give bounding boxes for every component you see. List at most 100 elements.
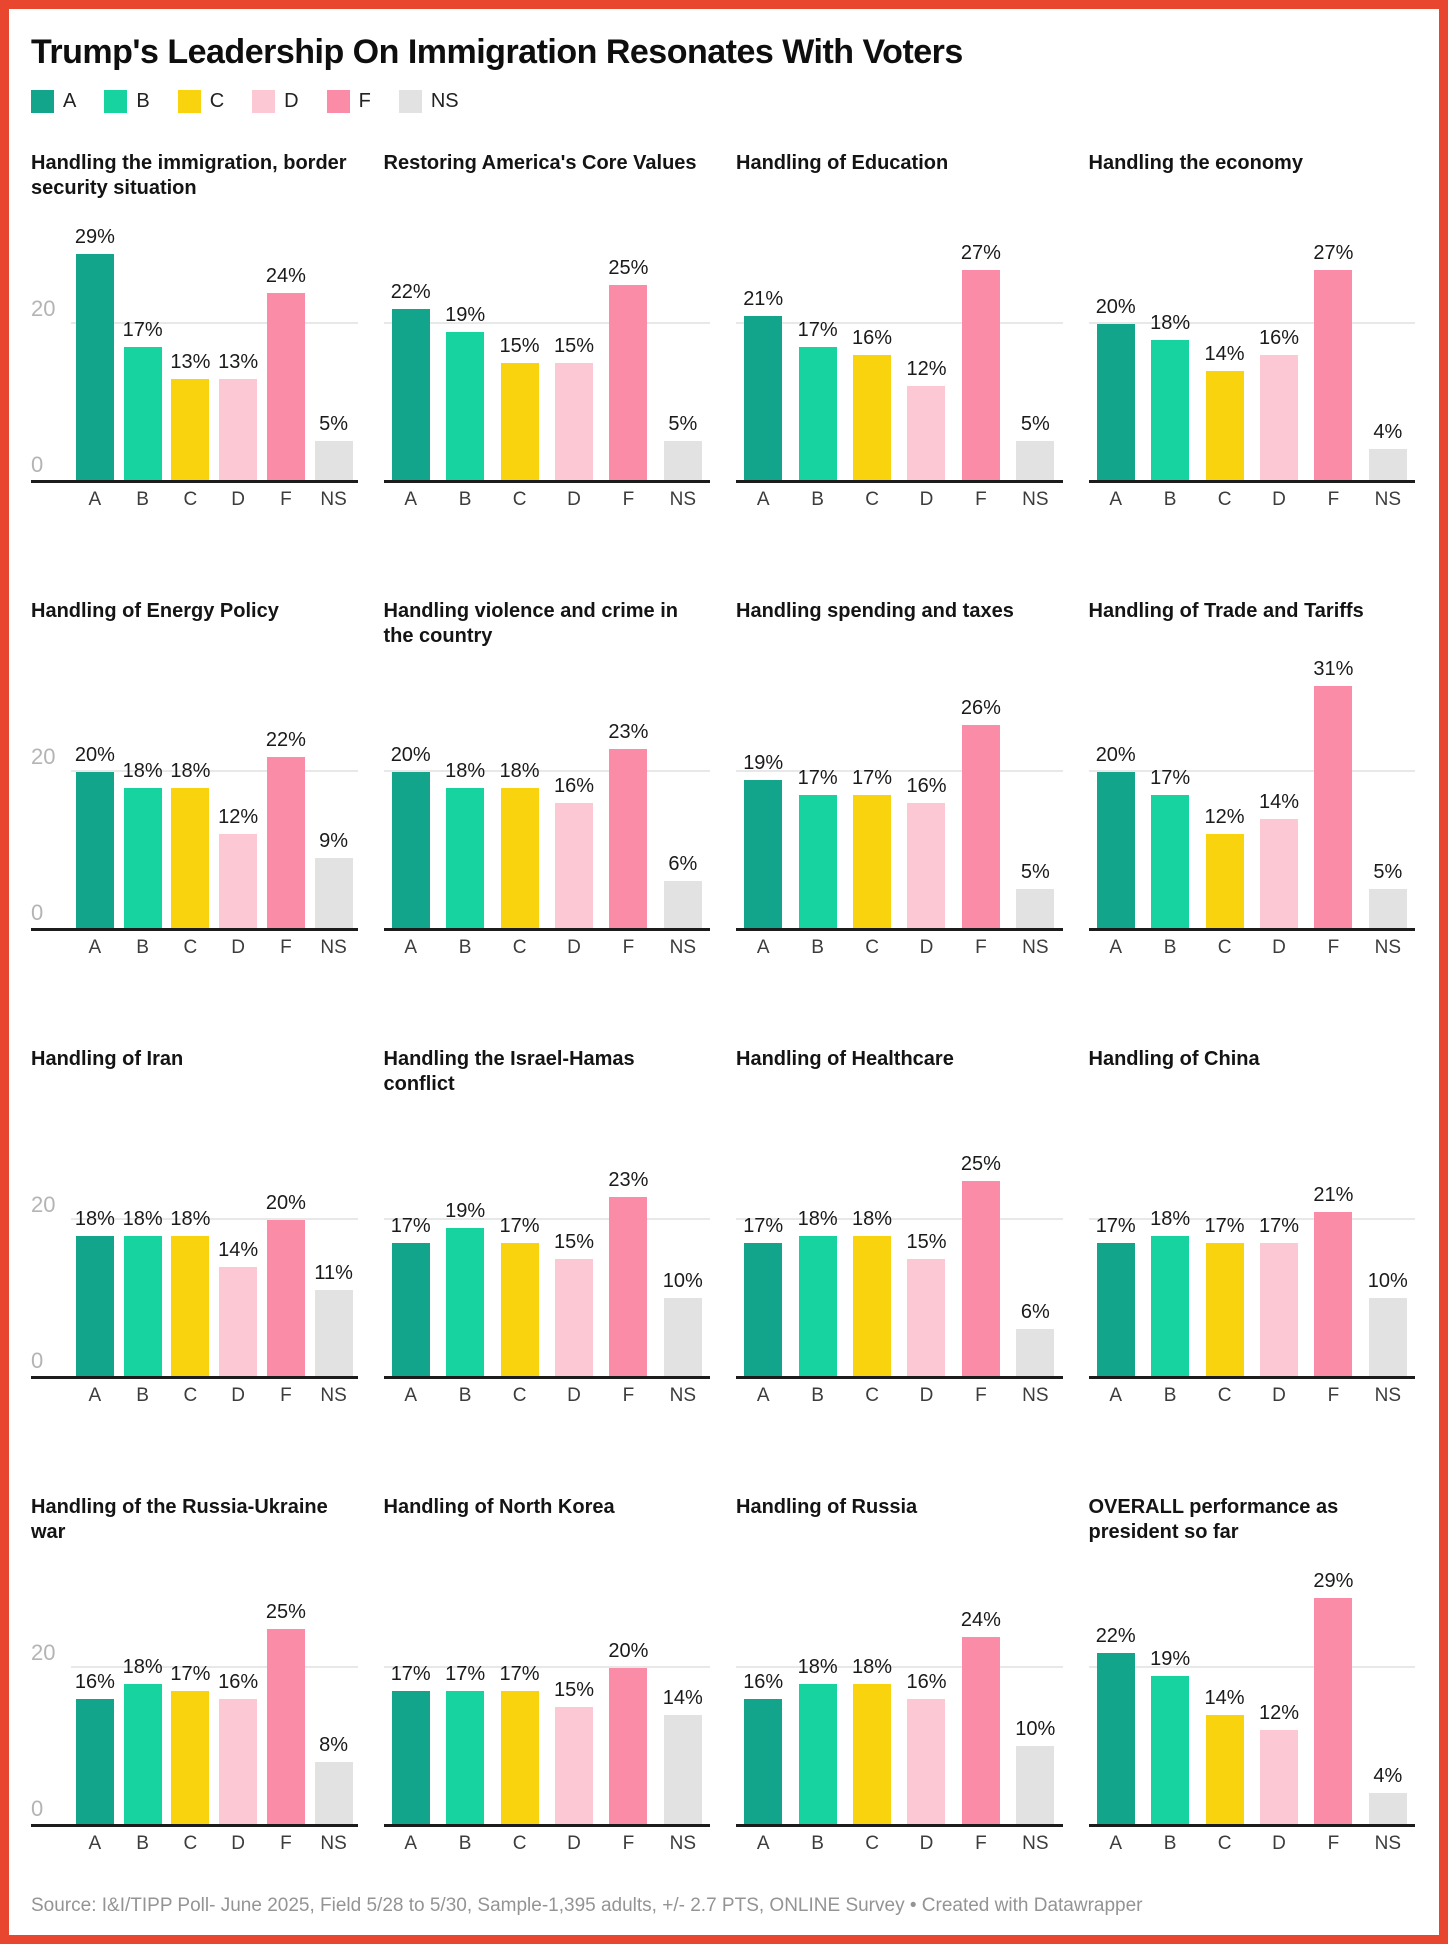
bar-d xyxy=(907,386,946,480)
chart-panel: Handling violence and crime in the count… xyxy=(383,599,710,959)
bar-column: 22% xyxy=(262,729,310,928)
panel-plot: 17% 19% 17% 15% 23% 10% xyxy=(383,1111,710,1379)
bar-value-label: 20% xyxy=(390,744,431,766)
panel-plot: 19% 17% 17% 16% 26% 5% xyxy=(736,663,1063,931)
source-note: Source: I&I/TIPP Poll- June 2025, Field … xyxy=(31,1895,1143,1916)
chart-panel: Handling of Russia 16% 18% 18% 16% 24% 10% A B C D… xyxy=(736,1495,1063,1855)
bar-value-label: 18% xyxy=(1150,312,1191,334)
gridline-20 xyxy=(1088,1218,1415,1220)
panel-title: Handling of Education xyxy=(736,152,949,174)
panel-title: Handling spending and taxes xyxy=(736,600,1014,622)
chart-panel: Handling the economy 20% 18% 14% 16% 27% 4% A B C… xyxy=(1088,151,1415,511)
x-tick-label: A xyxy=(756,1385,770,1406)
x-tick-label: D xyxy=(1272,1833,1286,1854)
bar-b xyxy=(798,1236,837,1376)
panel-plot: 22% 19% 14% 12% 29% 4% xyxy=(1088,1559,1415,1827)
x-axis-labels: A B C D F NS xyxy=(71,489,358,511)
bar-f xyxy=(1314,1212,1353,1376)
gridline-20 xyxy=(383,1218,710,1220)
x-axis-labels: A B C D F NS xyxy=(1089,1385,1416,1407)
x-tick-label: F xyxy=(622,1833,635,1854)
x-axis-line xyxy=(383,1376,710,1379)
panel-title: Handling the economy xyxy=(1088,152,1303,174)
x-tick-label: D xyxy=(1272,489,1286,510)
x-axis-line xyxy=(31,928,358,931)
bar-column: 18% xyxy=(119,1208,167,1376)
legend: A B C D F NS xyxy=(31,90,1415,113)
chart-panel: Handling of North Korea 17% 17% 17% 15% 20% 14… xyxy=(383,1495,710,1855)
bar-value-label: 21% xyxy=(1313,1184,1354,1206)
bar-column: 18% xyxy=(845,1656,899,1824)
bar-a xyxy=(1096,772,1135,928)
bar-column: 14% xyxy=(656,1687,710,1824)
bar-ns xyxy=(1016,1746,1055,1824)
bar-column: 4% xyxy=(1361,1765,1415,1824)
panel-plot: 17% 17% 17% 15% 20% 14% xyxy=(383,1559,710,1827)
bar-f xyxy=(266,293,305,480)
bar-b xyxy=(798,1684,837,1824)
bar-column: 12% xyxy=(214,806,262,928)
bar-value-label: 16% xyxy=(906,1671,947,1693)
bar-value-label: 29% xyxy=(74,226,115,248)
legend-label: A xyxy=(63,90,77,112)
panel-title: Handling of China xyxy=(1088,1048,1260,1070)
bar-column: 16% xyxy=(899,775,953,928)
bar-value-label: 18% xyxy=(122,1208,163,1230)
legend-swatch-ns xyxy=(398,90,422,113)
bar-column: 9% xyxy=(310,830,358,928)
x-tick-label: D xyxy=(231,937,245,958)
x-tick-label: A xyxy=(404,489,418,510)
x-tick-label: NS xyxy=(1022,1833,1049,1854)
bar-column: 16% xyxy=(547,775,601,928)
bar-a xyxy=(75,1699,114,1824)
x-tick-label: D xyxy=(919,1385,934,1406)
bar-value-label: 19% xyxy=(445,304,486,326)
gridline-20 xyxy=(383,770,710,772)
bar-d xyxy=(1259,355,1298,480)
bar-column: 18% xyxy=(1143,1208,1197,1376)
x-axis-line xyxy=(1088,1376,1415,1379)
legend-label: D xyxy=(284,90,299,112)
x-axis-line xyxy=(736,480,1063,483)
bar-f xyxy=(1314,270,1353,480)
x-tick-label: D xyxy=(1272,937,1286,958)
x-axis-labels: A B C D F NS xyxy=(736,489,1063,511)
y-tick-0: 0 xyxy=(31,900,44,925)
bar-d xyxy=(219,1267,258,1376)
bar-ns xyxy=(314,441,353,480)
chart-panel: Handling of Trade and Tariffs 20% 17% 12% 14… xyxy=(1088,599,1415,959)
gridline-20 xyxy=(383,1666,710,1668)
bar-column: 25% xyxy=(262,1601,310,1824)
bar-column: 16% xyxy=(736,1671,790,1824)
x-tick-label: B xyxy=(811,1833,824,1854)
bar-column: 12% xyxy=(899,358,953,480)
bar-column: 22% xyxy=(1089,1625,1143,1824)
bar-column: 15% xyxy=(547,335,601,480)
x-tick-label: B xyxy=(458,1833,472,1854)
bar-d xyxy=(554,363,593,480)
panel-title: Handling of Trade and Tariffs xyxy=(1088,600,1364,622)
panel-plot: 20% 18% 14% 16% 27% 4% xyxy=(1088,215,1415,483)
x-axis-labels: A B C D F NS xyxy=(384,1385,711,1407)
bars: 22% 19% 15% 15% 25% 5% xyxy=(384,215,711,480)
x-tick-label: C xyxy=(865,1833,879,1854)
bar-c xyxy=(171,1236,210,1376)
x-tick-label: A xyxy=(1109,937,1123,958)
legend-swatch-c xyxy=(177,90,201,113)
bar-column: 10% xyxy=(1008,1718,1062,1824)
x-tick-label: NS xyxy=(1022,1385,1049,1406)
bar-value-label: 18% xyxy=(122,1656,163,1678)
bar-column: 16% xyxy=(71,1671,119,1824)
bar-d xyxy=(907,1259,946,1376)
bar-d xyxy=(1259,1243,1298,1376)
bar-column: 10% xyxy=(1361,1270,1415,1376)
bar-column: 17% xyxy=(1252,1215,1306,1376)
bar-value-label: 5% xyxy=(319,413,349,435)
x-axis-line xyxy=(1088,1824,1415,1827)
bar-value-label: 17% xyxy=(499,1215,540,1237)
bar-value-label: 13% xyxy=(218,351,259,373)
x-tick-label: A xyxy=(756,937,770,958)
bar-value-label: 25% xyxy=(960,1153,1001,1175)
bar-f xyxy=(609,1197,648,1376)
bar-value-label: 16% xyxy=(1258,327,1299,349)
